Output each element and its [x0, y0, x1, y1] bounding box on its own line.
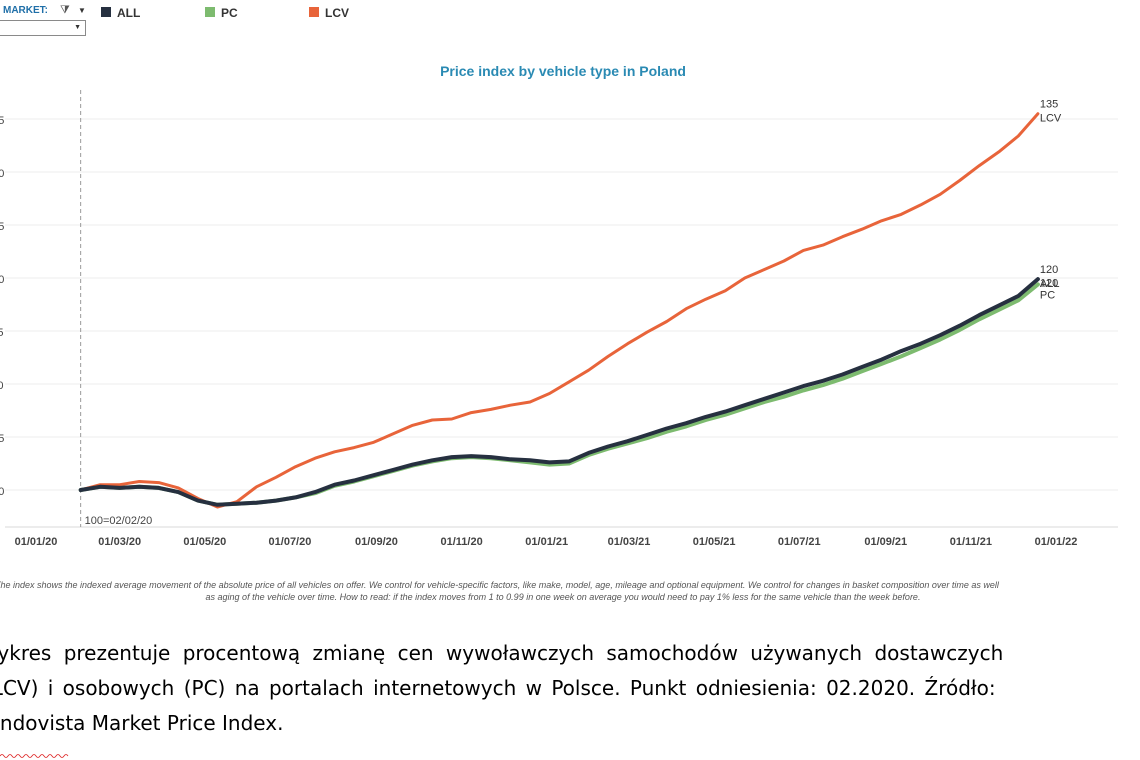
footnote-line-1: The index shows the indexed average move…	[0, 580, 999, 590]
x-tick-label: 01/11/21	[950, 536, 992, 548]
legend-item-all[interactable]: ALL	[101, 6, 161, 20]
filter-bar: MARKET: ⧩ ▼ ▼ ALL PC LCV	[0, 0, 1140, 40]
y-tick-label: 105	[0, 433, 4, 445]
chevron-down-icon: ▼	[74, 24, 81, 31]
y-tick-label: 125	[0, 221, 4, 233]
x-tick-label: 01/01/21	[525, 536, 568, 548]
chart-footnote: The index shows the indexed average move…	[0, 579, 1140, 607]
y-tick-label: 130	[0, 168, 4, 180]
x-tick-label: 01/05/21	[693, 536, 736, 548]
pc-end-value-label: 120	[1040, 277, 1058, 289]
x-tick-label: 01/03/20	[98, 536, 141, 548]
series-line-all	[78, 277, 1040, 507]
series-line-pc	[78, 282, 1040, 507]
pc-end-name-label: PC	[1040, 289, 1055, 301]
y-tick-label: 120	[0, 274, 4, 286]
x-tick-label: 01/07/20	[269, 536, 312, 548]
legend-item-pc[interactable]: PC	[205, 6, 265, 20]
series-line-lcv	[79, 112, 1040, 509]
x-tick-label: 01/05/20	[183, 536, 226, 548]
caption-line-3: Indovista Market Price Index.	[0, 711, 284, 735]
x-tick-label: 01/09/20	[355, 536, 398, 548]
all-end-name-label: ALL	[1040, 278, 1060, 290]
caption-line-2: (LCV) i osobowych (PC) na portalach inte…	[0, 676, 996, 700]
y-tick-label: 135	[0, 115, 4, 127]
lcv-end-value-label: 135	[1040, 99, 1058, 111]
all-end-value-label: 120	[1040, 264, 1058, 276]
x-tick-label: 01/01/22	[1035, 536, 1078, 548]
legend-label-pc: PC	[221, 6, 238, 20]
market-filter-label: MARKET:	[3, 5, 48, 16]
x-tick-label: 01/11/20	[440, 536, 482, 548]
caption-line-1: Wykres prezentuje procentową zmianę cen …	[0, 641, 1004, 665]
y-tick-label: 115	[0, 327, 4, 339]
legend-label-all: ALL	[117, 6, 141, 20]
market-select[interactable]: ▼	[0, 20, 86, 36]
filter-clear-icon[interactable]: ⧩	[60, 4, 70, 16]
lcv-end-name-label: LCV	[1040, 113, 1062, 125]
legend-swatch-all	[101, 7, 111, 17]
reference-label: 100=02/02/20	[85, 515, 153, 527]
legend-label-lcv: LCV	[325, 6, 349, 20]
x-tick-label: 01/09/21	[864, 536, 907, 548]
legend-item-lcv[interactable]: LCV	[309, 6, 369, 20]
y-tick-label: 100	[0, 486, 4, 498]
x-tick-label: 01/03/21	[608, 536, 651, 548]
legend-swatch-pc	[205, 7, 215, 17]
filter-menu-chevron-down-icon[interactable]: ▼	[78, 6, 86, 15]
x-tick-label: 01/01/20	[15, 536, 58, 548]
spellcheck-underline	[0, 754, 69, 758]
y-tick-label: 110	[0, 380, 4, 392]
chart-title: Price index by vehicle type in Poland	[440, 63, 686, 79]
footnote-line-2: as aging of the vehicle over time. How t…	[205, 592, 921, 602]
x-tick-label: 01/07/21	[778, 536, 821, 548]
legend-swatch-lcv	[309, 7, 319, 17]
